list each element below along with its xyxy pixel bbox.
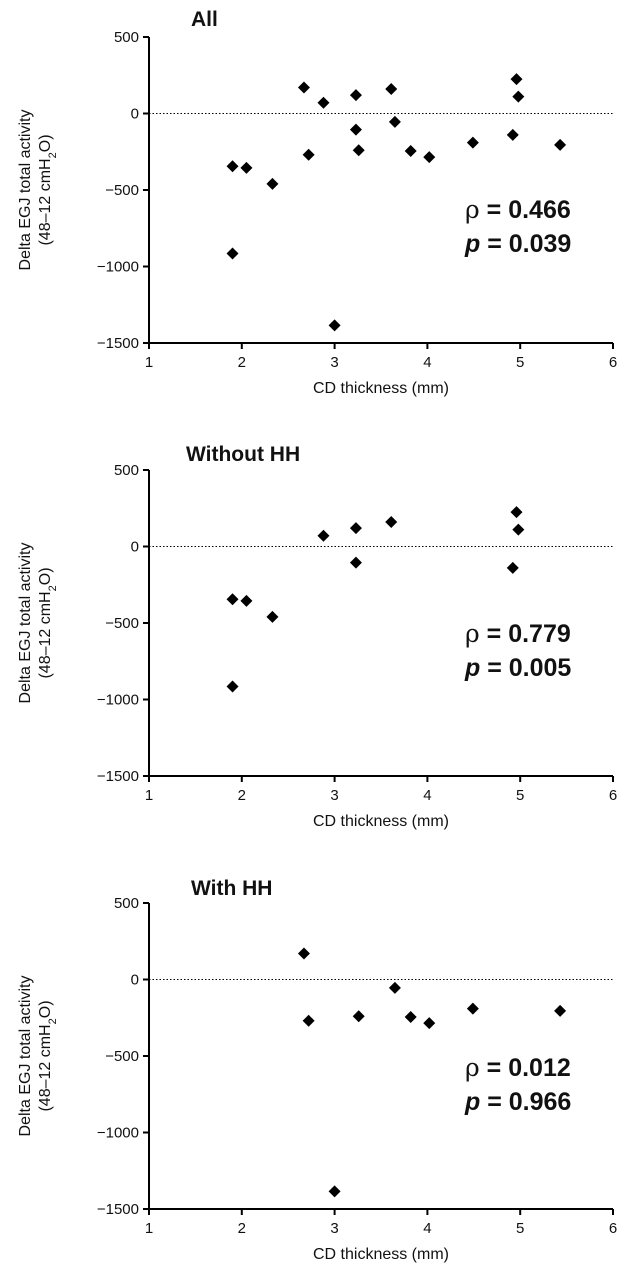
- stat-rho: ρ = 0.012: [465, 1053, 571, 1082]
- y-axis-title-line1: Delta EGJ total activity: [17, 976, 34, 1137]
- x-tick-label: 3: [330, 787, 338, 804]
- y-tick-label: −1000: [97, 692, 139, 709]
- data-point: [404, 1010, 417, 1023]
- panel-title: With HH: [191, 877, 272, 900]
- y-axis-title-line2: (48–12 cmH2O): [37, 134, 59, 245]
- data-point: [404, 144, 417, 157]
- data-point: [302, 148, 315, 161]
- data-point: [352, 1010, 365, 1023]
- data-point: [226, 247, 239, 260]
- data-point: [297, 947, 310, 960]
- y-tick-label: −1000: [97, 1125, 139, 1142]
- data-point: [226, 593, 239, 606]
- data-point: [385, 516, 398, 529]
- x-axis-title: CD thickness (mm): [313, 380, 449, 397]
- data-point: [349, 89, 362, 102]
- x-tick-label: 1: [145, 1220, 153, 1237]
- panel-title: All: [191, 8, 218, 31]
- data-point: [423, 151, 436, 164]
- y-axis-title-line1: Delta EGJ total activity: [17, 543, 34, 704]
- x-tick-label: 4: [423, 787, 431, 804]
- y-tick-label: −1500: [97, 768, 139, 785]
- x-axis-title: CD thickness (mm): [313, 813, 449, 830]
- x-tick-label: 1: [145, 354, 153, 371]
- data-point: [510, 506, 523, 519]
- y-tick-label: −1500: [97, 335, 139, 352]
- data-point: [240, 594, 253, 607]
- y-tick-label: 0: [131, 539, 139, 556]
- x-tick-label: 3: [330, 354, 338, 371]
- y-axis-title-line2: (48–12 cmH2O): [37, 1000, 59, 1111]
- data-point: [240, 161, 253, 174]
- data-point: [512, 523, 525, 536]
- data-point: [554, 138, 567, 151]
- data-point: [510, 73, 523, 86]
- data-point: [328, 1185, 341, 1198]
- x-tick-label: 6: [609, 787, 617, 804]
- data-point: [317, 96, 330, 109]
- y-tick-label: 500: [114, 29, 139, 46]
- x-tick-label: 6: [609, 354, 617, 371]
- data-point: [506, 561, 519, 574]
- x-tick-label: 5: [516, 354, 524, 371]
- data-point: [349, 556, 362, 569]
- data-point: [506, 128, 519, 141]
- panel-title: Without HH: [186, 443, 300, 466]
- y-tick-label: 500: [114, 895, 139, 912]
- x-axis-title: CD thickness (mm): [313, 1246, 449, 1263]
- y-tick-label: −1500: [97, 1201, 139, 1218]
- x-tick-label: 6: [609, 1220, 617, 1237]
- x-tick-label: 5: [516, 1220, 524, 1237]
- y-axis-title-line2: (48–12 cmH2O): [37, 567, 59, 678]
- data-point: [554, 1004, 567, 1017]
- x-tick-label: 2: [238, 1220, 246, 1237]
- y-axis-title-line1: Delta EGJ total activity: [17, 110, 34, 271]
- data-point: [388, 981, 401, 994]
- y-tick-label: −500: [105, 1048, 139, 1065]
- data-point: [317, 529, 330, 542]
- data-point: [349, 123, 362, 136]
- y-tick-label: 0: [131, 972, 139, 989]
- stat-rho: ρ = 0.779: [465, 619, 571, 648]
- chart-panel-3: −1500 −1000 −500 0 500 1 2 3 4 5 6 CD thickness (mm…: [17, 877, 617, 1263]
- data-point: [349, 522, 362, 535]
- x-tick-label: 5: [516, 787, 524, 804]
- y-tick-label: 0: [131, 106, 139, 123]
- data-point: [226, 160, 239, 173]
- x-tick-label: 4: [423, 354, 431, 371]
- data-point: [466, 1002, 479, 1015]
- data-point: [226, 680, 239, 693]
- data-point: [302, 1014, 315, 1027]
- data-point: [328, 319, 341, 332]
- data-point: [423, 1017, 436, 1030]
- stat-p-value: p = 0.039: [464, 230, 571, 258]
- chart-panel-2: −1500 −1000 −500 0 500 1 2 3 4 5 6 CD thickness (mm…: [17, 443, 617, 830]
- x-tick-label: 4: [423, 1220, 431, 1237]
- data-point: [385, 83, 398, 96]
- data-point: [297, 81, 310, 94]
- data-point: [266, 177, 279, 190]
- stat-p-value: p = 0.005: [464, 654, 571, 682]
- y-tick-label: −500: [105, 182, 139, 199]
- y-tick-label: 500: [114, 462, 139, 479]
- x-tick-label: 2: [238, 787, 246, 804]
- data-point: [388, 115, 401, 128]
- data-point: [466, 136, 479, 149]
- data-point: [512, 90, 525, 103]
- x-tick-label: 1: [145, 787, 153, 804]
- x-tick-label: 2: [238, 354, 246, 371]
- x-tick-label: 3: [330, 1220, 338, 1237]
- stat-rho: ρ = 0.466: [465, 195, 571, 224]
- chart-panel-1: −1500 −1000 −500 0 500 1 2 3 4 5 6 CD thickness (mm…: [17, 8, 617, 397]
- data-point: [352, 144, 365, 157]
- y-tick-label: −1000: [97, 259, 139, 276]
- data-point: [266, 610, 279, 623]
- stat-p-value: p = 0.966: [464, 1088, 571, 1116]
- y-tick-label: −500: [105, 615, 139, 632]
